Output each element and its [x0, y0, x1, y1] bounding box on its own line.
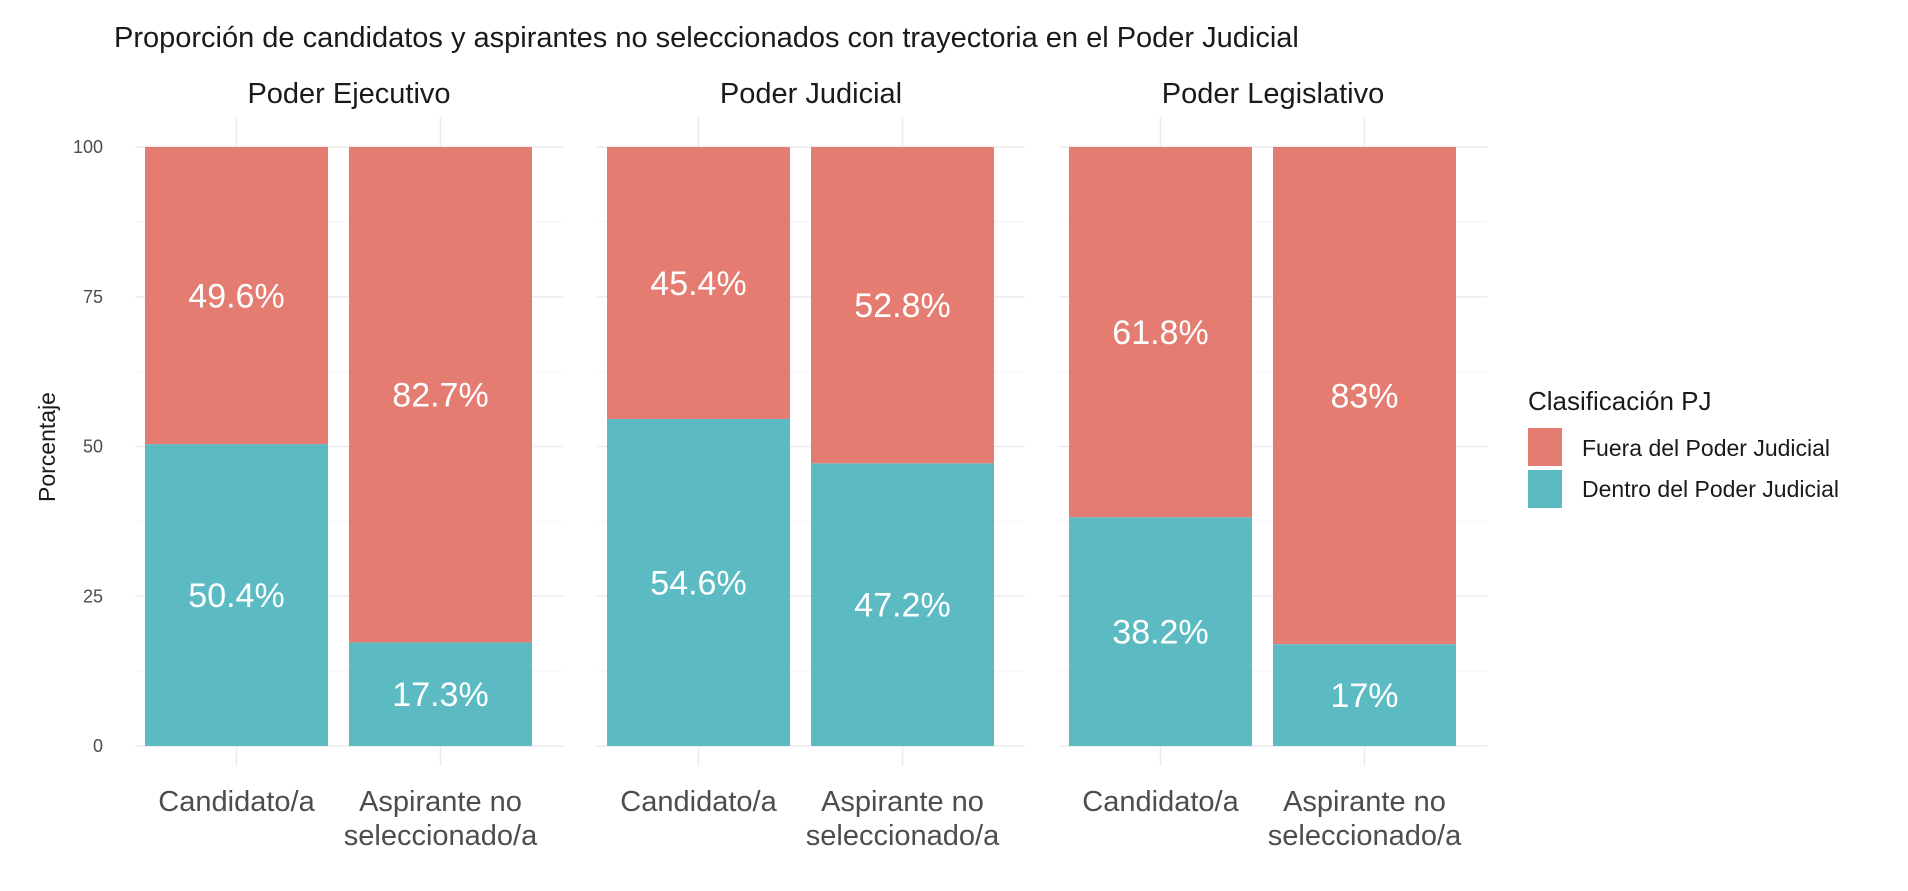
bar-dentro [607, 418, 790, 746]
legend-title: Clasificación PJ [1528, 386, 1712, 416]
data-label-fuera: 45.4% [650, 265, 746, 303]
facet-label: Poder Legislativo [1162, 78, 1384, 110]
legend: Clasificación PJ Fuera del Poder Judicia… [1528, 386, 1839, 508]
x-tick-label: Candidato/a [620, 786, 777, 818]
x-tick-label: Aspirante no [821, 786, 984, 818]
data-label-fuera: 52.8% [854, 287, 950, 325]
x-tick-label: Aspirante no [359, 786, 522, 818]
data-label-fuera: 83% [1330, 378, 1398, 416]
y-tick-label: 75 [83, 287, 103, 307]
data-label-dentro: 50.4% [188, 577, 284, 615]
legend-swatch-dentro [1528, 470, 1562, 508]
data-label-fuera: 49.6% [188, 278, 284, 316]
legend-label-fuera: Fuera del Poder Judicial [1582, 435, 1830, 461]
bar-fuera [145, 147, 328, 445]
bars-layer [145, 147, 1456, 746]
bar-dentro [349, 642, 532, 746]
bar-fuera [811, 147, 994, 464]
facet-label: Poder Judicial [720, 78, 902, 110]
x-tick-label-line2: seleccionado/a [806, 820, 1000, 852]
data-label-dentro: 47.2% [854, 587, 950, 625]
labels-layer: 50.4% 49.6% 17.3% 82.7% 54.6% 45.4% 47.2% 52.8%… [188, 265, 1398, 715]
y-axis-title: Porcentaje [34, 392, 60, 502]
bar-dentro [1069, 517, 1252, 746]
bar-fuera [1273, 147, 1456, 645]
axis-layer: 0 25 50 75 100 Poder Ejecutivo Candidato/a Aspi… [73, 78, 1462, 852]
x-tick-label: Candidato/a [158, 786, 315, 818]
bar-fuera [1069, 147, 1252, 518]
y-tick-label: 50 [83, 437, 103, 457]
y-tick-label: 0 [93, 736, 103, 756]
y-tick-label: 100 [73, 137, 103, 157]
legend-label-dentro: Dentro del Poder Judicial [1582, 476, 1839, 502]
bar-fuera [607, 147, 790, 419]
bar-fuera [349, 147, 532, 643]
data-label-dentro: 38.2% [1112, 614, 1208, 652]
bar-dentro [811, 463, 994, 746]
legend-swatch-fuera [1528, 428, 1562, 466]
x-tick-label-line2: seleccionado/a [344, 820, 538, 852]
data-label-dentro: 17% [1330, 677, 1398, 715]
bar-dentro [145, 444, 328, 746]
x-tick-label: Candidato/a [1082, 786, 1239, 818]
x-tick-label-line2: seleccionado/a [1268, 820, 1462, 852]
data-label-fuera: 61.8% [1112, 314, 1208, 352]
chart-title: Proporción de candidatos y aspirantes no… [114, 22, 1299, 54]
bar-dentro [1273, 644, 1456, 746]
y-tick-label: 25 [83, 586, 103, 606]
data-label-dentro: 17.3% [392, 676, 488, 714]
data-label-fuera: 82.7% [392, 377, 488, 415]
x-tick-label: Aspirante no [1283, 786, 1446, 818]
facet-label: Poder Ejecutivo [247, 78, 450, 110]
data-label-dentro: 54.6% [650, 564, 746, 602]
